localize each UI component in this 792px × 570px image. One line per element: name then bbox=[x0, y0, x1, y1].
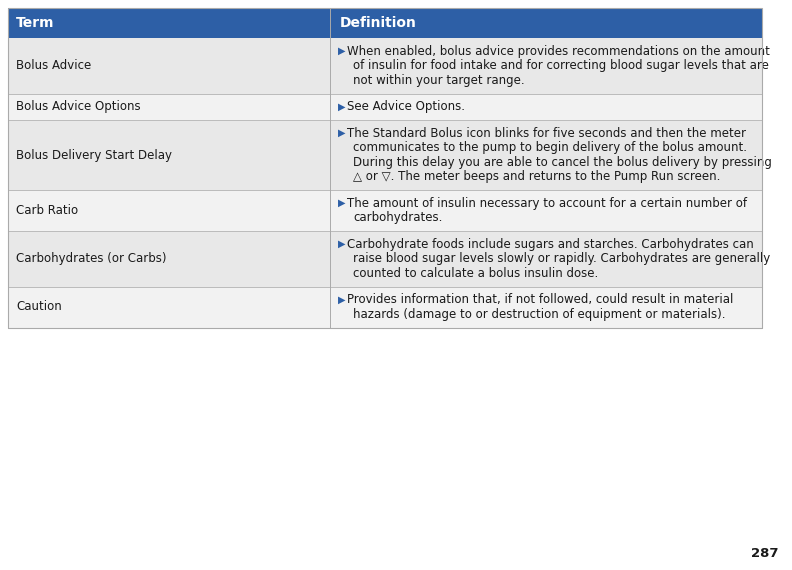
Bar bbox=[330, 93, 762, 120]
Text: Term: Term bbox=[16, 16, 55, 30]
Text: The Standard Bolus icon blinks for five seconds and then the meter: The Standard Bolus icon blinks for five … bbox=[347, 127, 746, 140]
Text: ▶: ▶ bbox=[338, 46, 345, 56]
Text: Bolus Delivery Start Delay: Bolus Delivery Start Delay bbox=[16, 149, 172, 161]
Text: counted to calculate a bolus insulin dose.: counted to calculate a bolus insulin dos… bbox=[353, 267, 598, 280]
Bar bbox=[8, 93, 330, 120]
Bar bbox=[8, 8, 762, 328]
Text: Definition: Definition bbox=[340, 16, 417, 30]
Bar bbox=[330, 38, 762, 93]
Text: Caution: Caution bbox=[16, 300, 62, 314]
Text: Carbohydrates (or Carbs): Carbohydrates (or Carbs) bbox=[16, 253, 166, 265]
Text: During this delay you are able to cancel the bolus delivery by pressing: During this delay you are able to cancel… bbox=[353, 156, 772, 169]
Bar bbox=[330, 190, 762, 231]
Text: raise blood sugar levels slowly or rapidly. Carbohydrates are generally: raise blood sugar levels slowly or rapid… bbox=[353, 253, 771, 265]
Bar bbox=[330, 231, 762, 287]
Text: not within your target range.: not within your target range. bbox=[353, 74, 524, 87]
Text: Provides information that, if not followed, could result in material: Provides information that, if not follow… bbox=[347, 293, 733, 306]
Bar bbox=[330, 120, 762, 190]
Text: carbohydrates.: carbohydrates. bbox=[353, 211, 443, 224]
Bar bbox=[8, 38, 330, 93]
Text: ▶: ▶ bbox=[338, 239, 345, 249]
Text: Carbohydrate foods include sugars and starches. Carbohydrates can: Carbohydrate foods include sugars and st… bbox=[347, 238, 754, 251]
Text: Carb Ratio: Carb Ratio bbox=[16, 204, 78, 217]
Text: ▶: ▶ bbox=[338, 198, 345, 208]
Bar bbox=[8, 120, 330, 190]
Text: of insulin for food intake and for correcting blood sugar levels that are: of insulin for food intake and for corre… bbox=[353, 59, 769, 72]
Text: hazards (damage to or destruction of equipment or materials).: hazards (damage to or destruction of equ… bbox=[353, 308, 725, 321]
Bar bbox=[8, 231, 330, 287]
Text: △ or ▽. The meter beeps and returns to the Pump Run screen.: △ or ▽. The meter beeps and returns to t… bbox=[353, 170, 721, 183]
Text: Bolus Advice: Bolus Advice bbox=[16, 59, 91, 72]
Bar bbox=[8, 8, 762, 38]
Text: Bolus Advice Options: Bolus Advice Options bbox=[16, 100, 141, 113]
Text: When enabled, bolus advice provides recommendations on the amount: When enabled, bolus advice provides reco… bbox=[347, 45, 770, 58]
Text: ▶: ▶ bbox=[338, 128, 345, 139]
Text: 287: 287 bbox=[751, 547, 778, 560]
Bar bbox=[8, 287, 330, 328]
Bar bbox=[330, 287, 762, 328]
Text: ▶: ▶ bbox=[338, 295, 345, 305]
Text: ▶: ▶ bbox=[338, 102, 345, 112]
Text: See Advice Options.: See Advice Options. bbox=[347, 100, 465, 113]
Text: The amount of insulin necessary to account for a certain number of: The amount of insulin necessary to accou… bbox=[347, 197, 747, 210]
Bar bbox=[8, 190, 330, 231]
Text: communicates to the pump to begin delivery of the bolus amount.: communicates to the pump to begin delive… bbox=[353, 141, 747, 154]
